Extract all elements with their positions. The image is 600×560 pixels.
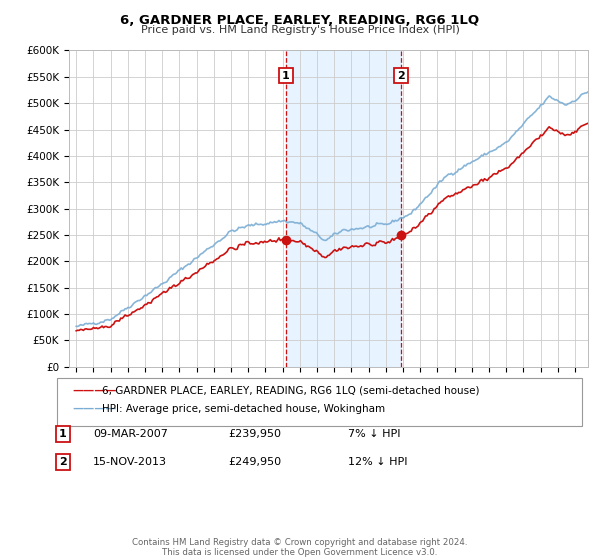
Text: 1: 1: [59, 429, 67, 439]
Text: £239,950: £239,950: [228, 429, 281, 439]
Text: 6, GARDNER PLACE, EARLEY, READING, RG6 1LQ (semi-detached house): 6, GARDNER PLACE, EARLEY, READING, RG6 1…: [102, 385, 479, 395]
Text: 12% ↓ HPI: 12% ↓ HPI: [348, 457, 407, 467]
Text: 7% ↓ HPI: 7% ↓ HPI: [348, 429, 401, 439]
Text: 09-MAR-2007: 09-MAR-2007: [93, 429, 168, 439]
Text: 2: 2: [59, 457, 67, 467]
Text: HPI: Average price, semi-detached house, Wokingham: HPI: Average price, semi-detached house,…: [102, 404, 385, 414]
Text: 2: 2: [397, 71, 405, 81]
Text: 6, GARDNER PLACE, EARLEY, READING, RG6 1LQ: 6, GARDNER PLACE, EARLEY, READING, RG6 1…: [121, 14, 479, 27]
Bar: [286, 50, 401, 367]
Text: 15-NOV-2013: 15-NOV-2013: [93, 457, 167, 467]
Text: ————: ————: [72, 385, 116, 395]
Text: Price paid vs. HM Land Registry's House Price Index (HPI): Price paid vs. HM Land Registry's House …: [140, 25, 460, 35]
Text: 1: 1: [282, 71, 290, 81]
Text: ————: ————: [72, 404, 116, 414]
Text: £249,950: £249,950: [228, 457, 281, 467]
Text: Contains HM Land Registry data © Crown copyright and database right 2024.
This d: Contains HM Land Registry data © Crown c…: [132, 538, 468, 557]
